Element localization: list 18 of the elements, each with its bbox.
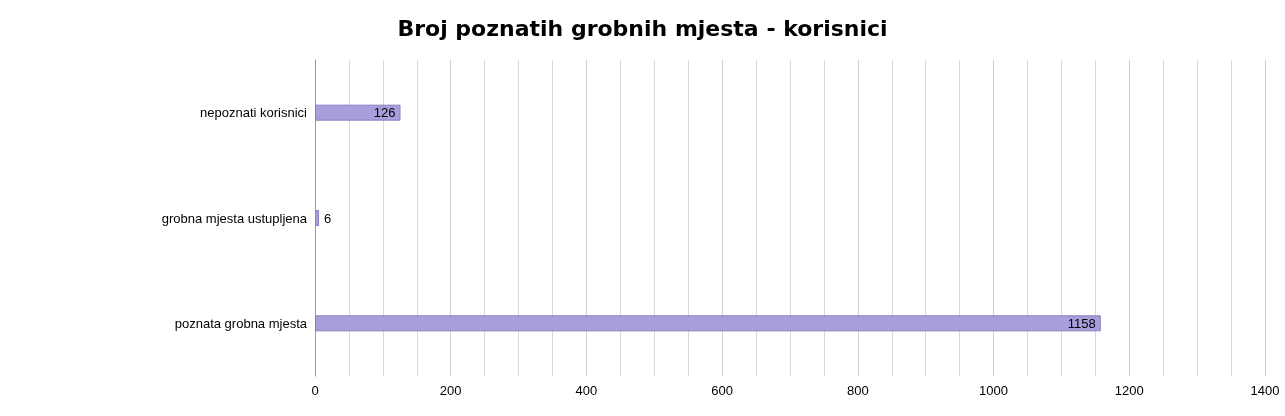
bar <box>315 210 320 226</box>
x-tick-label: 0 <box>311 383 319 398</box>
chart-title: Broj poznatih grobnih mjesta - korisnici <box>397 15 888 41</box>
x-tick-label: 1000 <box>979 383 1009 398</box>
x-tick-label: 1200 <box>1114 383 1144 398</box>
data-label: 126 <box>373 105 396 121</box>
x-tick-label: 200 <box>439 383 462 398</box>
y-tick-label: poznata grobna mjesta <box>174 315 308 331</box>
x-tick-label: 1400 <box>1250 383 1280 398</box>
x-tick-label: 400 <box>575 383 598 398</box>
data-label: 1158 <box>1067 315 1096 331</box>
data-label: 6 <box>324 210 332 226</box>
x-tick-label: 600 <box>711 383 733 398</box>
y-tick-label: grobna mjesta ustupljena <box>161 210 308 226</box>
bar <box>315 104 401 121</box>
bar <box>315 315 1101 332</box>
y-tick-label: nepoznati korisnici <box>200 105 308 121</box>
x-tick-label: 800 <box>847 383 869 398</box>
